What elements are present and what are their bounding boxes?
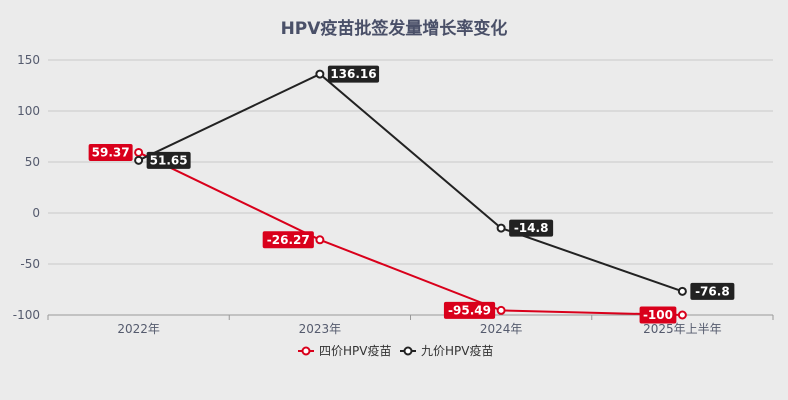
- data-point[interactable]: [496, 223, 506, 233]
- data-label-box: [509, 219, 554, 237]
- legend-marker: [403, 346, 413, 356]
- data-label-box: [639, 306, 677, 324]
- data-point[interactable]: [134, 147, 144, 157]
- series-line-1: [138, 72, 683, 293]
- data-point[interactable]: [315, 235, 325, 245]
- y-tick-label: -50: [20, 257, 40, 271]
- x-tick-label: 2022年: [117, 322, 160, 336]
- y-tick-label: 100: [17, 104, 40, 118]
- y-tick-label: 150: [17, 53, 40, 67]
- x-tick-label: 2024年: [480, 322, 523, 336]
- grid: [48, 59, 773, 316]
- data-label: 136.16: [330, 67, 376, 81]
- legend-label: 九价HPV疫苗: [421, 343, 493, 358]
- data-point[interactable]: [315, 69, 325, 79]
- series-line-0: [138, 151, 683, 316]
- data-label: -26.27: [267, 233, 310, 247]
- legend-item-1[interactable]: 九价HPV疫苗: [400, 343, 493, 358]
- series-layer: [134, 69, 687, 320]
- data-label: 59.37: [92, 145, 130, 159]
- axes: 150 100 50 0 -50 -100 2022年 2023年 2024年 2025年上半年: [13, 53, 774, 336]
- data-point[interactable]: [677, 286, 687, 296]
- x-tick-label: 2025年上半年: [643, 322, 722, 336]
- data-point[interactable]: [677, 310, 687, 320]
- legend-label: 四价HPV疫苗: [319, 343, 391, 358]
- y-tick-label: -100: [13, 308, 40, 322]
- data-label-box: [327, 65, 380, 83]
- data-label-box: [690, 282, 735, 300]
- data-label-box: [443, 301, 496, 319]
- data-label-box: [262, 231, 314, 249]
- chart-title: HPV疫苗批签发量增长率变化: [281, 18, 508, 39]
- data-label: -95.49: [448, 303, 491, 317]
- legend-marker: [301, 346, 311, 356]
- y-tick-label: 0: [32, 206, 40, 220]
- data-point[interactable]: [134, 155, 144, 165]
- data-labels: 59.37 -26.27 -95.49 -100 51.65 136.16 -14.8 -76…: [88, 65, 735, 324]
- data-label: -76.8: [695, 284, 730, 298]
- data-label: -100: [643, 308, 673, 322]
- legend[interactable]: 四价HPV疫苗 九价HPV疫苗: [298, 343, 493, 358]
- legend-item-0[interactable]: 四价HPV疫苗: [298, 343, 391, 358]
- y-tick-label: 50: [25, 155, 40, 169]
- data-label-box: [88, 143, 133, 161]
- data-label: 51.65: [150, 153, 188, 167]
- data-label: -14.8: [514, 221, 549, 235]
- data-point[interactable]: [496, 305, 506, 315]
- data-label-box: [146, 151, 191, 169]
- x-tick-label: 2023年: [299, 322, 342, 336]
